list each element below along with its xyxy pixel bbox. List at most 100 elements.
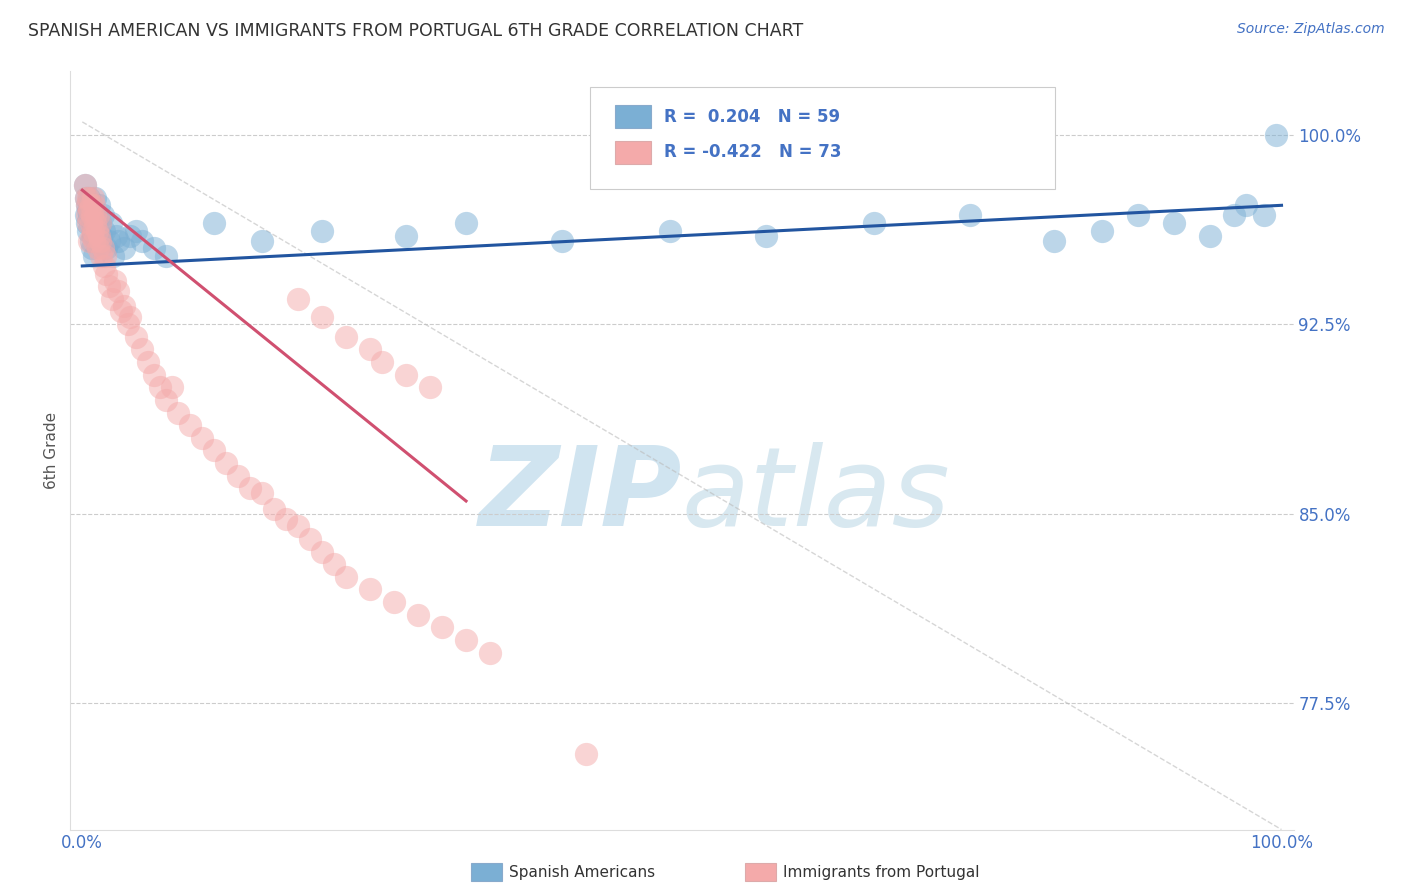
Point	[658, 223, 681, 237]
Text: R =  0.204   N = 59: R = 0.204 N = 59	[664, 108, 839, 126]
Point	[430, 620, 453, 634]
Point	[1126, 208, 1149, 222]
Point	[136, 355, 159, 369]
Point	[89, 216, 111, 230]
Point	[79, 234, 101, 248]
Point	[359, 343, 381, 357]
Point	[1222, 208, 1244, 222]
Point	[1091, 223, 1114, 237]
Point	[75, 208, 97, 222]
Point	[86, 223, 108, 237]
Point	[87, 208, 110, 222]
Point	[82, 228, 104, 243]
Point	[287, 292, 309, 306]
Point	[89, 216, 111, 230]
Point	[120, 228, 142, 243]
Point	[479, 646, 502, 660]
Point	[77, 203, 100, 218]
Point	[79, 216, 101, 230]
Point	[110, 304, 132, 318]
Point	[87, 208, 110, 222]
Point	[77, 223, 100, 237]
Point	[107, 234, 129, 248]
Point	[84, 208, 107, 222]
Point	[101, 292, 124, 306]
Point	[1234, 198, 1257, 212]
Point	[87, 241, 110, 255]
Point	[276, 511, 298, 525]
Point	[419, 380, 441, 394]
Point	[959, 208, 981, 222]
Point	[215, 456, 238, 470]
Point	[1198, 228, 1220, 243]
FancyBboxPatch shape	[591, 87, 1054, 189]
Point	[90, 228, 112, 243]
Point	[1163, 216, 1185, 230]
Point	[250, 234, 273, 248]
Point	[80, 228, 103, 243]
Text: SPANISH AMERICAN VS IMMIGRANTS FROM PORTUGAL 6TH GRADE CORRELATION CHART: SPANISH AMERICAN VS IMMIGRANTS FROM PORT…	[28, 22, 803, 40]
Point	[76, 216, 98, 230]
Point	[160, 380, 183, 394]
Point	[75, 191, 97, 205]
Point	[406, 607, 429, 622]
Point	[80, 216, 103, 230]
Point	[335, 570, 357, 584]
Point	[311, 544, 333, 558]
Point	[94, 249, 117, 263]
Point	[1042, 234, 1064, 248]
Point	[96, 267, 118, 281]
Point	[131, 343, 153, 357]
Point	[167, 405, 190, 419]
Point	[179, 418, 201, 433]
Point	[125, 223, 148, 237]
Point	[73, 178, 96, 192]
Point	[143, 368, 166, 382]
Point	[335, 329, 357, 343]
Point	[143, 241, 166, 255]
Point	[862, 216, 884, 230]
Point	[87, 198, 110, 212]
Text: Immigrants from Portugal: Immigrants from Portugal	[783, 865, 980, 880]
Point	[87, 228, 110, 243]
Point	[89, 234, 111, 248]
Bar	[614, 105, 651, 128]
Point	[120, 310, 142, 324]
Point	[75, 191, 97, 205]
Point	[77, 191, 100, 205]
Text: ZIP: ZIP	[478, 442, 682, 549]
Point	[155, 392, 177, 407]
Point	[77, 216, 100, 230]
Point	[86, 234, 108, 248]
Point	[112, 299, 135, 313]
Y-axis label: 6th Grade: 6th Grade	[44, 412, 59, 489]
Point	[97, 279, 120, 293]
Point	[755, 228, 778, 243]
Text: Source: ZipAtlas.com: Source: ZipAtlas.com	[1237, 22, 1385, 37]
Point	[90, 249, 112, 263]
Text: Spanish Americans: Spanish Americans	[509, 865, 655, 880]
Point	[104, 274, 127, 288]
Point	[82, 223, 104, 237]
Point	[82, 191, 104, 205]
Point	[107, 284, 129, 298]
Point	[323, 557, 346, 572]
Point	[202, 216, 225, 230]
Point	[91, 241, 114, 255]
Point	[250, 486, 273, 500]
Bar	[614, 141, 651, 164]
Point	[226, 468, 249, 483]
Point	[83, 234, 105, 248]
Point	[103, 249, 125, 263]
Point	[112, 241, 135, 255]
Point	[299, 532, 322, 546]
Point	[79, 198, 101, 212]
Point	[76, 208, 98, 222]
Point	[155, 249, 177, 263]
Point	[131, 234, 153, 248]
Point	[395, 368, 418, 382]
Point	[382, 595, 405, 609]
Point	[263, 501, 285, 516]
Point	[80, 241, 103, 255]
Point	[79, 198, 101, 212]
